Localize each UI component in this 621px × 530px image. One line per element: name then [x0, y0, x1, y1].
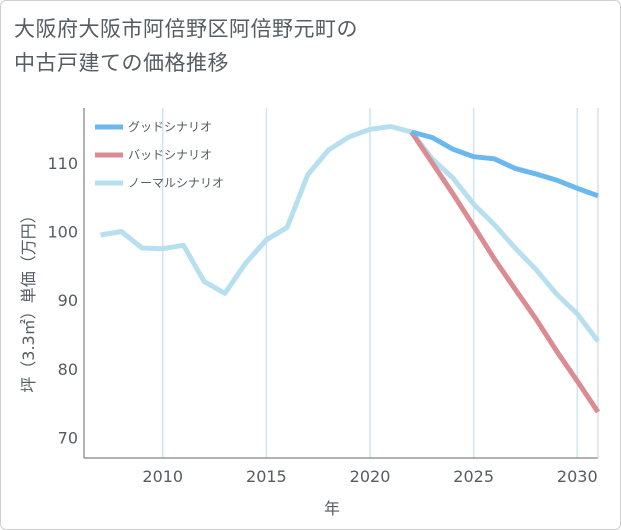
x-tick-label-2030: 2030: [557, 467, 598, 486]
x-tick-label-2015: 2015: [246, 467, 287, 486]
y-tick-label-90: 90: [58, 291, 78, 310]
chart-title-line-1: 大阪府大阪市阿倍野区阿倍野元町の: [14, 17, 358, 41]
x-axis-title: 年: [324, 499, 340, 518]
y-tick-label-110: 110: [47, 154, 78, 173]
y-axis-title: 坪（3.3㎡）単価（万円）: [19, 207, 38, 392]
legend-label-0: グッドシナリオ: [128, 120, 212, 134]
legend-label-1: バッドシナリオ: [128, 148, 212, 162]
grid-lines: [162, 108, 579, 458]
x-tick-label-2010: 2010: [142, 467, 183, 486]
y-tick-label-70: 70: [58, 428, 78, 447]
series-line-0: [410, 129, 599, 199]
series-line-1: [409, 130, 601, 414]
y-tick-label-80: 80: [58, 360, 78, 379]
chart-title-line-2: 中古戸建ての価格推移: [14, 51, 229, 75]
x-tick-label-2020: 2020: [350, 467, 391, 486]
series-line-2: [100, 124, 600, 343]
x-tick-labels: 2010 2015 2020 2025 2030: [142, 467, 597, 486]
series-lines: [100, 124, 601, 414]
legend-label-2: ノーマルシナリオ: [128, 176, 224, 190]
x-tick-label-2025: 2025: [453, 467, 494, 486]
axes: [83, 108, 599, 459]
y-tick-labels: 70 80 90 100 110: [47, 154, 78, 448]
chart-title: 大阪府大阪市阿倍野区阿倍野元町の 中古戸建ての価格推移: [14, 12, 358, 80]
y-tick-label-100: 100: [47, 223, 78, 242]
